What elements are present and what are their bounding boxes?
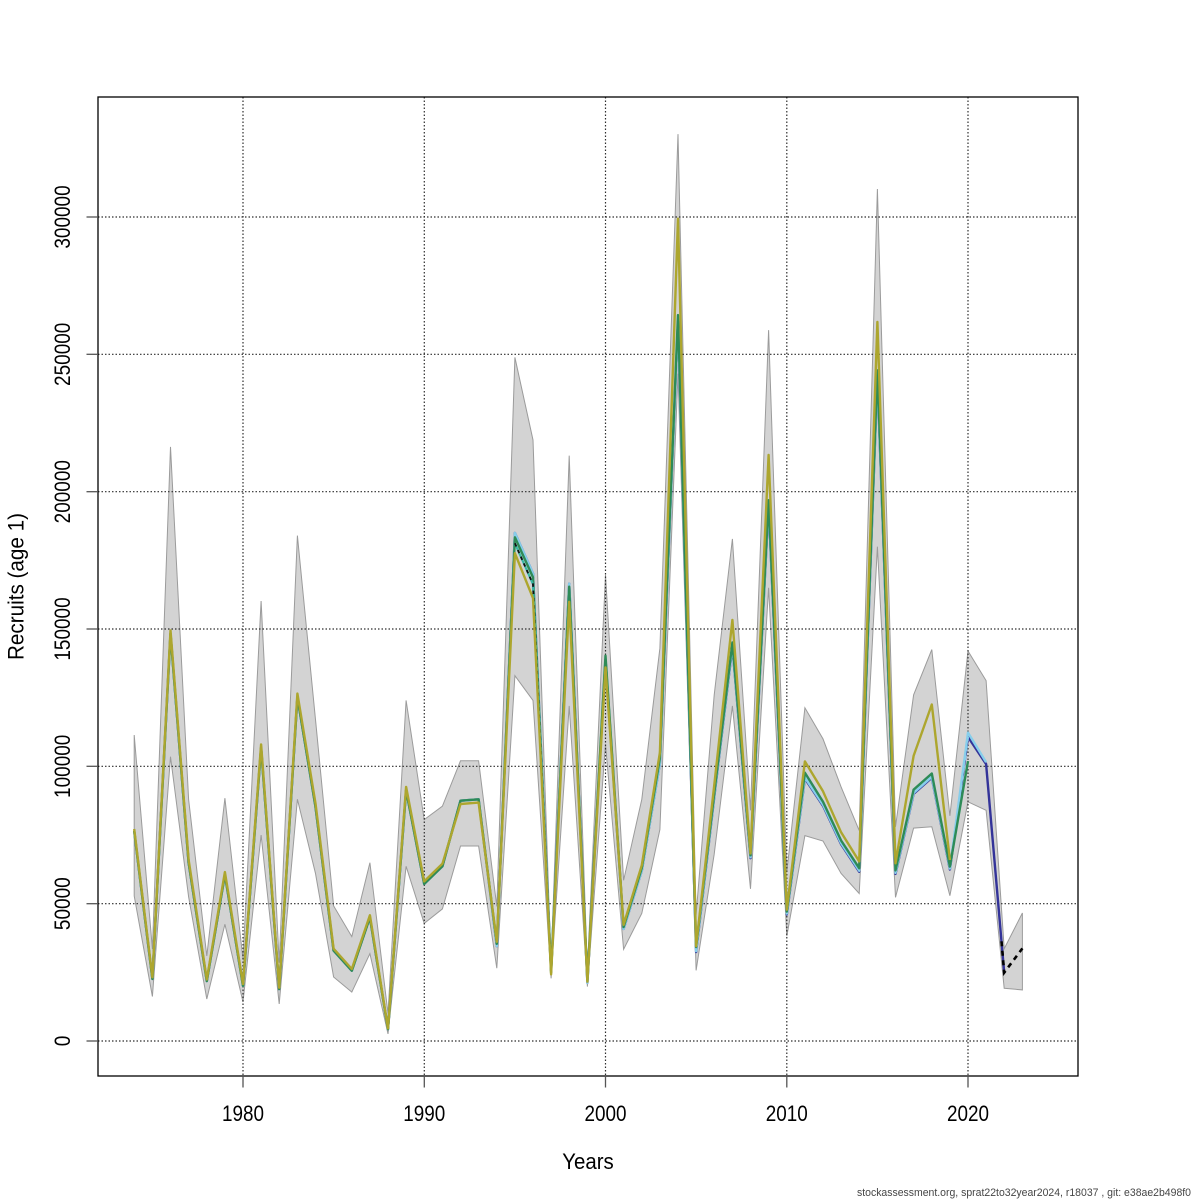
svg-text:Recruits (age 1): Recruits (age 1) bbox=[4, 513, 29, 660]
svg-text:Years: Years bbox=[562, 1149, 614, 1174]
svg-text:1990: 1990 bbox=[403, 1101, 445, 1126]
svg-text:50000: 50000 bbox=[50, 877, 75, 930]
svg-text:300000: 300000 bbox=[50, 185, 75, 248]
svg-text:stockassessment.org, sprat22to: stockassessment.org, sprat22to32year2024… bbox=[857, 1187, 1191, 1199]
svg-text:2020: 2020 bbox=[947, 1101, 989, 1126]
svg-text:1980: 1980 bbox=[222, 1101, 264, 1126]
svg-text:2010: 2010 bbox=[766, 1101, 808, 1126]
svg-text:200000: 200000 bbox=[50, 460, 75, 523]
svg-text:250000: 250000 bbox=[50, 323, 75, 386]
svg-text:0: 0 bbox=[50, 1036, 75, 1047]
svg-text:2000: 2000 bbox=[585, 1101, 627, 1126]
svg-text:150000: 150000 bbox=[50, 597, 75, 660]
svg-text:100000: 100000 bbox=[50, 735, 75, 798]
